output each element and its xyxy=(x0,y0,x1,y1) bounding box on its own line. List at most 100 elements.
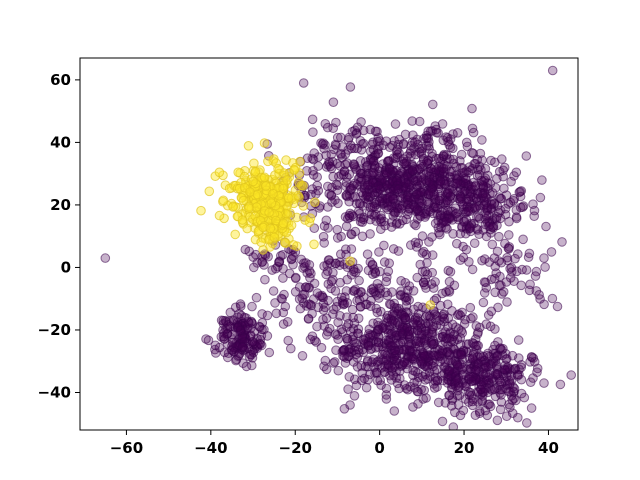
point-class-0-purple xyxy=(325,258,336,269)
point-class-0-purple xyxy=(532,367,542,378)
point-class-0-purple xyxy=(354,275,364,286)
point-class-0-purple xyxy=(348,312,359,323)
point-class-0-purple xyxy=(384,258,395,269)
point-class-0-purple xyxy=(390,119,401,129)
point-class-0-purple xyxy=(288,250,298,261)
point-class-0-purple xyxy=(410,315,420,325)
point-class-0-purple xyxy=(352,122,363,133)
point-class-0-purple xyxy=(495,343,506,353)
point-class-0-purple xyxy=(361,382,372,393)
point-class-0-purple xyxy=(439,166,449,177)
point-class-0-purple xyxy=(461,244,472,255)
plot-area xyxy=(80,58,578,430)
point-class-0-purple xyxy=(435,356,445,367)
point-class-0-purple xyxy=(401,296,412,306)
point-class-0-purple xyxy=(358,292,369,302)
point-class-0-purple xyxy=(409,194,419,205)
point-class-0-purple xyxy=(326,163,337,174)
point-class-0-purple xyxy=(428,321,439,332)
point-class-0-purple xyxy=(397,204,407,214)
point-class-0-purple xyxy=(367,139,377,150)
point-class-0-purple xyxy=(346,143,357,154)
point-class-0-purple xyxy=(216,315,227,326)
point-class-0-purple xyxy=(360,157,371,167)
point-class-0-purple xyxy=(443,197,453,208)
point-class-0-purple xyxy=(495,404,506,415)
point-class-0-purple xyxy=(431,124,441,135)
point-class-0-purple xyxy=(320,355,331,366)
point-class-0-purple xyxy=(315,291,325,301)
point-class-0-purple xyxy=(372,357,382,368)
point-class-0-purple xyxy=(298,78,309,88)
point-class-0-purple xyxy=(381,394,392,404)
point-class-0-purple xyxy=(346,184,356,194)
point-class-0-purple xyxy=(490,324,500,334)
point-class-0-purple xyxy=(500,209,511,220)
point-class-0-purple xyxy=(467,353,478,363)
point-class-0-purple xyxy=(362,180,373,190)
point-class-0-purple xyxy=(489,384,500,395)
point-class-0-purple xyxy=(257,318,268,328)
point-class-0-purple xyxy=(482,410,493,421)
point-class-0-purple xyxy=(278,273,288,283)
point-class-0-purple xyxy=(236,301,246,312)
point-class-0-purple xyxy=(460,173,471,183)
point-class-1-yellow xyxy=(214,210,225,221)
point-class-0-purple xyxy=(437,119,448,129)
point-class-0-purple xyxy=(431,311,442,321)
point-class-0-purple xyxy=(458,252,469,263)
y-tick-label: 20 xyxy=(50,196,71,214)
x-tick-label: −20 xyxy=(279,439,312,457)
point-class-0-purple xyxy=(382,169,392,180)
point-class-1-yellow xyxy=(291,212,302,223)
point-class-0-purple xyxy=(222,352,233,363)
point-class-0-purple xyxy=(434,227,444,238)
y-tick-label: 40 xyxy=(50,134,71,152)
point-class-0-purple xyxy=(455,196,466,207)
point-class-0-purple xyxy=(317,139,328,150)
point-class-0-purple xyxy=(427,250,438,260)
point-class-0-purple xyxy=(478,181,489,191)
point-class-0-purple xyxy=(295,303,306,314)
point-class-0-purple xyxy=(425,187,436,197)
point-class-0-purple xyxy=(100,253,111,263)
point-class-0-purple xyxy=(374,163,384,173)
point-class-0-purple xyxy=(535,192,546,203)
point-class-0-purple xyxy=(368,156,379,166)
point-class-0-purple xyxy=(453,382,464,393)
point-class-0-purple xyxy=(438,163,449,174)
point-class-0-purple xyxy=(330,139,341,150)
point-class-0-purple xyxy=(237,342,248,352)
point-class-0-purple xyxy=(240,244,251,255)
point-class-0-purple xyxy=(308,166,318,176)
point-class-0-purple xyxy=(421,393,431,403)
point-class-0-purple xyxy=(456,149,467,160)
point-class-0-purple xyxy=(271,308,282,319)
point-class-0-purple xyxy=(524,285,535,296)
point-class-0-purple xyxy=(455,349,466,360)
point-class-0-purple xyxy=(331,117,341,128)
point-class-0-purple xyxy=(301,282,311,292)
point-class-0-purple xyxy=(468,127,479,138)
point-class-0-purple xyxy=(260,274,270,285)
point-class-0-purple xyxy=(492,246,503,257)
point-class-0-purple xyxy=(367,357,377,367)
point-class-0-purple xyxy=(393,246,404,256)
point-class-0-purple xyxy=(410,137,420,147)
point-class-0-purple xyxy=(412,164,422,174)
point-class-1-yellow xyxy=(345,256,355,267)
point-class-0-purple xyxy=(225,321,235,332)
point-class-0-purple xyxy=(356,174,367,185)
point-class-0-purple xyxy=(496,257,507,268)
point-class-0-purple xyxy=(373,342,383,352)
point-class-0-purple xyxy=(388,193,398,204)
point-class-0-purple xyxy=(522,418,532,428)
point-class-0-purple xyxy=(444,184,455,195)
point-class-0-purple xyxy=(497,154,507,164)
point-class-0-purple xyxy=(471,365,482,376)
point-class-0-purple xyxy=(333,365,344,376)
point-class-0-purple xyxy=(487,222,497,232)
point-class-0-purple xyxy=(449,280,460,291)
point-class-0-purple xyxy=(459,319,470,329)
